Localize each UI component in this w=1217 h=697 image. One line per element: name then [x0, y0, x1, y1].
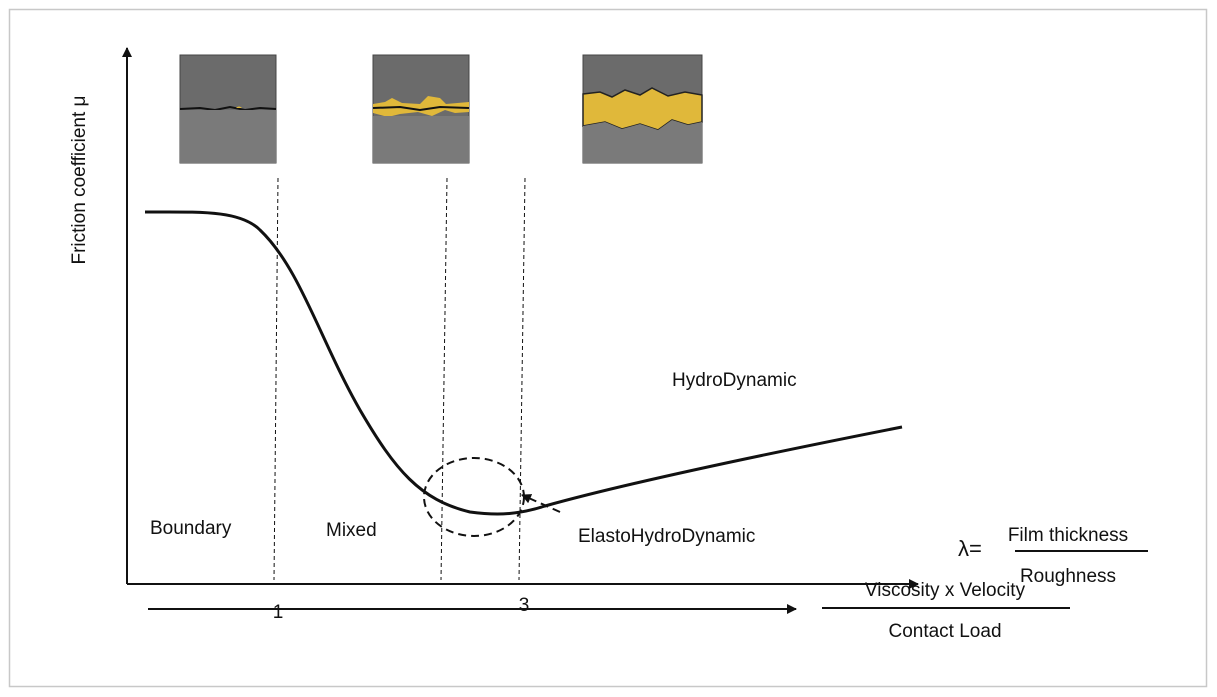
surface-boundary	[179, 54, 277, 164]
region-label: Boundary	[150, 518, 232, 539]
region-label: Mixed	[326, 520, 377, 541]
x-tick-label: 3	[519, 595, 530, 616]
lambda-symbol: λ=	[958, 536, 982, 561]
bottom-denominator: Contact Load	[888, 621, 1001, 642]
ehd-arrow	[521, 494, 561, 513]
stribeck-curve	[144, 210, 903, 516]
x-tick-label: 1	[273, 602, 284, 623]
surface-mixed	[372, 54, 470, 164]
y-axis-label: Friction coefficient μ	[69, 96, 90, 265]
bottom-numerator: Viscosity x Velocity	[865, 580, 1026, 601]
lambda-numerator: Film thickness	[1008, 525, 1128, 546]
surface-hydrodynamic	[582, 54, 703, 164]
region-label: HydroDynamic	[672, 370, 797, 391]
region-label: ElastoHydroDynamic	[578, 526, 755, 547]
lambda-denominator: Roughness	[1020, 566, 1116, 587]
